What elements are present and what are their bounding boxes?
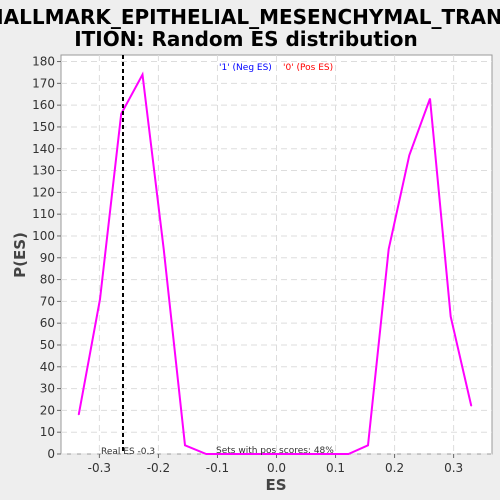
- data-point: [78, 414, 80, 416]
- x-tick-label: 0.3: [444, 461, 463, 475]
- series-points: [78, 74, 472, 455]
- data-point: [163, 248, 165, 250]
- x-tick-label: -0.1: [206, 461, 229, 475]
- x-tick-label: 0.0: [267, 461, 286, 475]
- y-tick-label: 110: [32, 207, 55, 221]
- x-tick-label: 0.1: [326, 461, 345, 475]
- y-tick-label: 50: [40, 338, 55, 352]
- y-tick-label: 30: [40, 382, 55, 396]
- data-point: [120, 113, 122, 115]
- data-point: [205, 453, 207, 455]
- y-tick-label: 80: [40, 273, 55, 287]
- y-tick-label: 150: [32, 120, 55, 134]
- pos-scores-annotation: Sets with pos scores: 48%: [216, 446, 334, 456]
- y-tick-label: 70: [40, 294, 55, 308]
- y-tick-label: 10: [40, 425, 55, 439]
- y-tick-label: 60: [40, 316, 55, 330]
- y-tick-label: 90: [40, 251, 55, 265]
- y-tick-label: 0: [47, 447, 55, 461]
- legend-pos-es: '0' (Pos ES): [283, 63, 333, 73]
- x-axis-ticks: -0.3 -0.2 -0.1 0.0 0.1 0.2 0.3: [88, 454, 463, 475]
- y-tick-label: 100: [32, 229, 55, 243]
- y-axis-ticks: 0 10 20 30 40 50 60 70 80 90 100 110 120 130 140 150 160…: [32, 55, 61, 461]
- x-axis-label: ES: [265, 476, 286, 494]
- data-point: [290, 453, 292, 455]
- data-point: [429, 98, 431, 100]
- chart-title-line-1: HALLMARK_EPITHELIAL_MESENCHYMAL_TRANS: [0, 5, 500, 29]
- data-point: [99, 298, 101, 300]
- chart-title-line-2: ITION: Random ES distribution: [74, 27, 418, 51]
- data-point: [269, 453, 271, 455]
- y-tick-label: 140: [32, 142, 55, 156]
- data-point: [367, 444, 369, 446]
- data-point: [312, 453, 314, 455]
- x-tick-label: -0.3: [88, 461, 111, 475]
- data-point: [333, 453, 335, 455]
- data-point: [388, 248, 390, 250]
- y-tick-label: 120: [32, 185, 55, 199]
- data-point: [141, 74, 143, 76]
- y-tick-label: 170: [32, 76, 55, 90]
- data-point: [408, 154, 410, 156]
- data-point: [226, 453, 228, 455]
- x-tick-label: -0.2: [147, 461, 170, 475]
- legend-neg-es: '1' (Neg ES): [219, 63, 272, 73]
- x-tick-label: 0.2: [385, 461, 404, 475]
- series-line: [77, 71, 473, 455]
- data-point: [470, 405, 472, 407]
- y-axis-label: P(ES): [11, 232, 29, 278]
- data-point: [184, 444, 186, 446]
- data-point: [450, 316, 452, 318]
- y-tick-label: 40: [40, 360, 55, 374]
- real-es-annotation: Real ES -0.3: [101, 447, 155, 457]
- y-tick-label: 130: [32, 164, 55, 178]
- y-tick-label: 160: [32, 98, 55, 112]
- data-point: [348, 453, 350, 455]
- y-tick-label: 20: [40, 403, 55, 417]
- y-tick-label: 180: [32, 55, 55, 69]
- plot-area: [60, 54, 493, 455]
- data-point: [248, 453, 250, 455]
- gridlines: [61, 55, 492, 455]
